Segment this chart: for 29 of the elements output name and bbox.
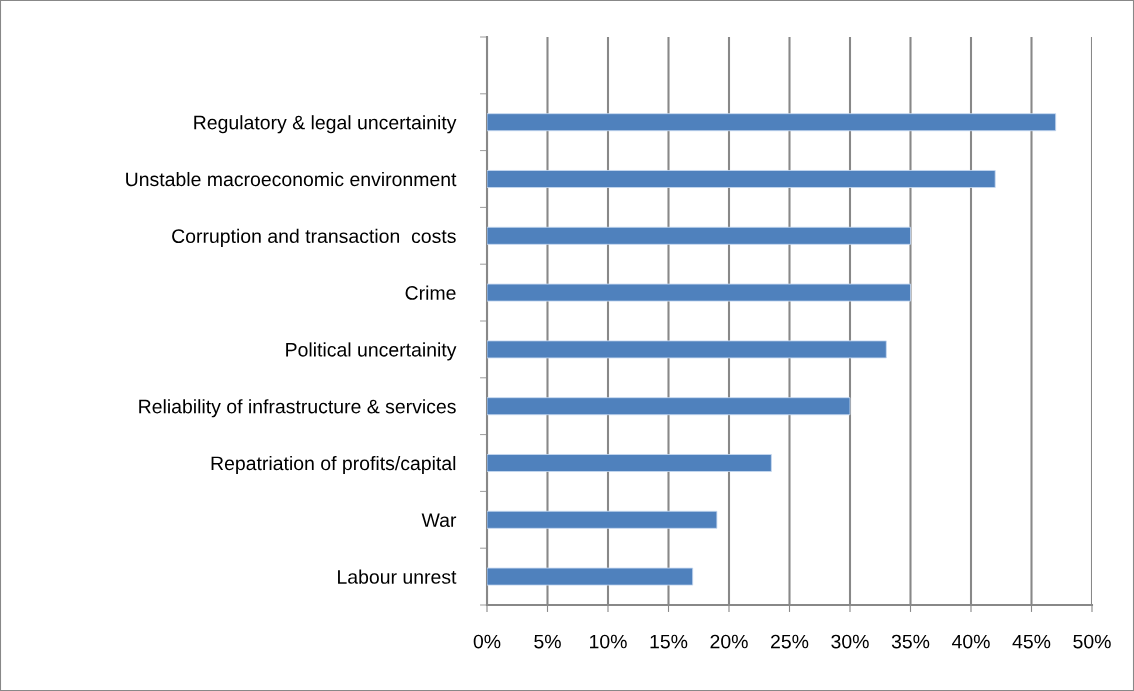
x-tick-label: 35%	[891, 634, 930, 649]
y-tick-label: Crime	[405, 285, 456, 300]
x-tick-label: 45%	[1012, 634, 1051, 649]
bar	[487, 113, 1057, 132]
x-tick-label: 0%	[473, 634, 501, 649]
y-tick-label: Corruption and transaction costs	[172, 228, 456, 247]
x-tick-label: 15%	[650, 634, 688, 649]
bar	[487, 567, 694, 586]
bar	[487, 340, 887, 359]
y-tick-label: Unstable macroeconomic environment	[126, 171, 457, 187]
y-tick-label: War	[421, 513, 457, 528]
bar	[487, 170, 996, 188]
y-tick-label: Reliability of infrastructure & services	[139, 399, 456, 418]
x-tick-label: 10%	[590, 634, 627, 649]
bar	[487, 283, 911, 302]
y-tick-label: Political uncertainity	[286, 342, 457, 361]
bar	[487, 226, 911, 245]
x-tick-label: 25%	[771, 634, 809, 649]
x-tick-label: 40%	[951, 634, 990, 649]
y-tick-label: Labour unrest	[338, 569, 457, 584]
y-tick-label: Regulatory & legal uncertainity	[194, 115, 457, 134]
x-tick-label: 30%	[831, 634, 869, 649]
bar	[487, 510, 718, 529]
x-tick-label: 5%	[534, 634, 561, 649]
bar	[487, 397, 851, 416]
x-tick-label: 50%	[1073, 634, 1111, 649]
y-tick-label: Repatriation of profits/capital	[211, 455, 456, 475]
x-tick-label: 20%	[710, 634, 748, 649]
bar	[487, 454, 772, 472]
